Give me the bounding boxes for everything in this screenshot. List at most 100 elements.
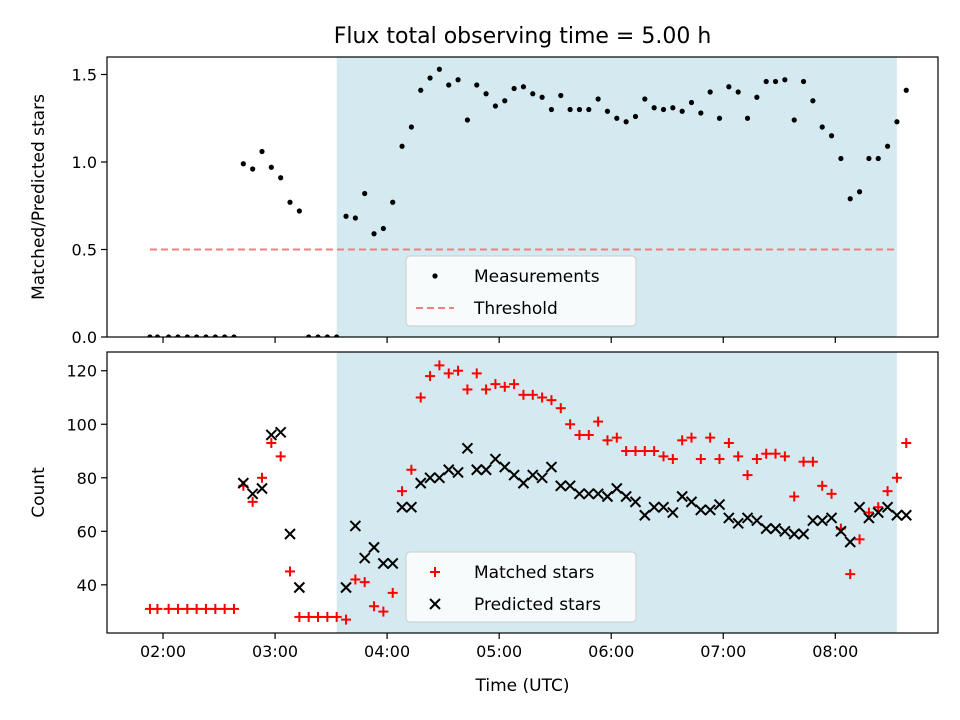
legend-label: Predicted stars — [474, 595, 601, 615]
measurement-point — [520, 84, 527, 90]
predicted-stars-point — [583, 488, 595, 500]
x-tick-label: 07:00 — [700, 642, 746, 661]
predicted-stars-point — [592, 488, 604, 500]
legend-box — [405, 551, 637, 623]
predicted-stars-point — [415, 477, 427, 489]
measurement-point — [530, 91, 536, 97]
predicted-stars-point — [872, 506, 884, 519]
y-tick-label: 100 — [66, 415, 97, 434]
y-tick-label: 120 — [66, 362, 97, 381]
predicted-stars-point — [256, 482, 268, 495]
count-panel: Count Time (UTC) 02:00 03:00 04:00 05:00 06:… — [29, 351, 939, 696]
legend-marker — [432, 273, 438, 279]
predicted-stars-point — [863, 512, 875, 524]
x-tick-label: 04:00 — [364, 642, 410, 661]
matched-stars-point — [723, 437, 734, 448]
measurement-point — [632, 113, 639, 120]
matched-stars-point — [350, 574, 361, 585]
measurement-point — [688, 99, 695, 106]
matched-stars-point — [658, 451, 669, 462]
y-tick-label: 1.0 — [72, 153, 97, 172]
predicted-stars-point — [499, 461, 511, 473]
matched-stars-point — [331, 611, 342, 622]
matched-stars-point — [462, 384, 473, 395]
measurement-point — [324, 334, 330, 337]
matched-stars-point — [686, 432, 697, 443]
measurement-point — [259, 148, 265, 155]
predicted-stars-point — [265, 429, 278, 441]
measurement-point — [735, 89, 741, 95]
legend-entry: Matched stars — [430, 563, 594, 583]
measurement-point — [539, 94, 545, 100]
measurement-point — [362, 190, 368, 197]
measurement-point — [810, 98, 816, 104]
matched-stars-point — [163, 603, 174, 614]
measurement-point — [483, 91, 489, 97]
matched-stars-point — [219, 603, 230, 614]
measurement-point — [287, 199, 293, 205]
measurement-point — [670, 105, 676, 111]
matched-stars-point — [826, 488, 837, 499]
measurement-point — [614, 115, 620, 121]
predicted-stars-point — [443, 464, 455, 476]
predicted-stars-point — [676, 490, 688, 503]
predicted-stars-point — [480, 464, 492, 476]
predicted-stars-point — [760, 522, 772, 535]
predicted-stars-point — [751, 514, 763, 527]
predicted-stars-point — [629, 496, 642, 508]
matched-stars-point — [863, 507, 874, 518]
matched-stars-point — [490, 379, 501, 390]
measurement-point — [586, 106, 592, 113]
predicted-stars-point — [358, 552, 371, 564]
measurement-point — [716, 115, 723, 121]
matched-stars-point — [705, 432, 716, 443]
matched-stars-point — [256, 472, 267, 483]
predicted-stars-point — [788, 528, 800, 540]
x-tick-label: 05:00 — [476, 642, 522, 661]
legend-label: Measurements — [474, 267, 600, 287]
predicted-stars-point — [340, 581, 352, 594]
legend-marker — [429, 598, 441, 610]
measurement-point — [184, 334, 190, 337]
measurement-point — [436, 66, 442, 72]
measurement-point — [856, 189, 863, 195]
measurement-point — [567, 106, 573, 113]
measurement-point — [380, 225, 386, 232]
predicted-stars-point — [835, 525, 847, 538]
measurement-point — [154, 334, 161, 337]
legend-entry: Measurements — [432, 267, 600, 287]
predicted-stars-point — [433, 472, 446, 484]
measurement-point — [343, 213, 349, 219]
matched-stars-point — [359, 577, 370, 588]
measurement-point — [203, 334, 209, 337]
matched-stars-point — [649, 446, 660, 457]
matched-stars-point — [518, 389, 529, 400]
x-tick-label: 08:00 — [812, 642, 858, 661]
predicted-stars-point — [844, 536, 856, 548]
x-tick-label: 03:00 — [252, 642, 298, 661]
matched-stars-point — [527, 389, 538, 400]
matched-stars-point — [742, 470, 753, 481]
predicted-stars-point — [405, 501, 418, 513]
predicted-stars-point — [685, 496, 698, 508]
measurement-point — [754, 94, 760, 100]
measurement-point — [558, 92, 564, 99]
measurement-point — [399, 143, 405, 149]
matched-stars-point — [770, 448, 781, 459]
measurement-point — [464, 117, 471, 123]
predicted-stars-point — [246, 488, 259, 500]
predicted-stars-point — [237, 477, 250, 489]
matched-stars-point — [303, 611, 314, 622]
matched-stars-point — [798, 456, 809, 467]
legend: Measurements Threshold — [405, 255, 637, 327]
measurement-point — [175, 334, 181, 337]
matched-stars-point — [509, 379, 520, 390]
predicted-stars-point — [461, 442, 474, 455]
legend-box — [405, 255, 637, 327]
matched-stars-point — [901, 437, 912, 448]
matched-stars-point — [210, 603, 221, 614]
x-axis-label: Time (UTC) — [475, 676, 570, 696]
measurement-point — [446, 82, 452, 88]
y-tick-label: 0.0 — [72, 328, 97, 347]
chart-title: Flux total observing time = 5.00 h — [334, 24, 712, 49]
